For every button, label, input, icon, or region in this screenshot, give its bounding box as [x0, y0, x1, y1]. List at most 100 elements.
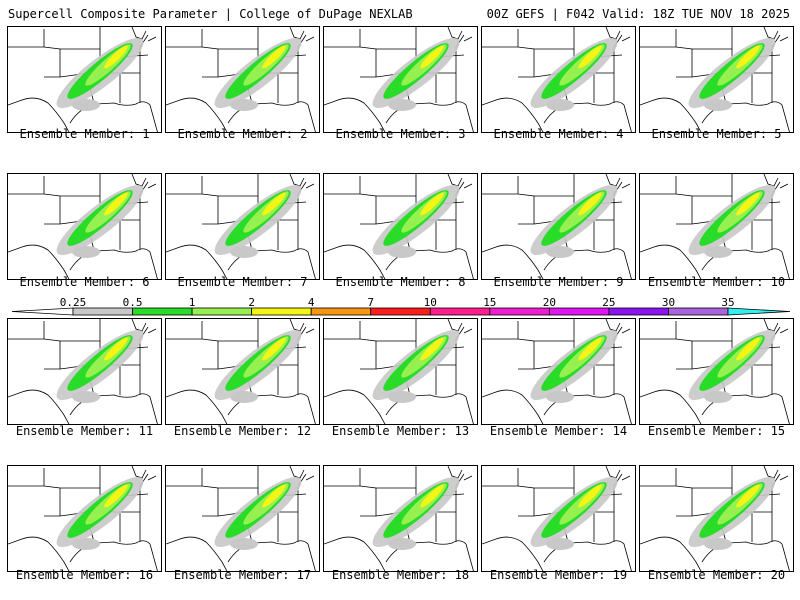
colorbar-swatch: [310, 307, 372, 316]
colorbar-tick-label: 1: [189, 296, 196, 309]
colorbar-tick-label: 0.25: [60, 296, 87, 309]
scp-field: [56, 37, 144, 111]
colorbar-tick-label: 10: [424, 296, 437, 309]
colorbar-swatch: [191, 307, 253, 316]
great-lakes: [289, 466, 315, 481]
member-label: Ensemble Member: 2: [177, 127, 308, 141]
colorbar-swatch: [429, 307, 491, 316]
member-label: Ensemble Member: 15: [647, 424, 786, 438]
member-map-panel: [481, 26, 636, 133]
scp-field: [372, 476, 460, 550]
colorbar-swatch: [132, 307, 193, 316]
member-label: Ensemble Member: 9: [493, 275, 624, 289]
member-label: Ensemble Member: 12: [173, 424, 312, 438]
colorbar-tick-label: 35: [721, 296, 734, 309]
colorbar-left-arrow: [11, 307, 74, 316]
member-label: Ensemble Member: 19: [489, 568, 628, 582]
scp-field: [214, 184, 302, 258]
scp-field: [372, 184, 460, 258]
member-label: Ensemble Member: 7: [177, 275, 308, 289]
great-lakes: [447, 27, 473, 42]
colorbar-swatch: [251, 307, 312, 316]
member-map-panel: [639, 26, 794, 133]
colorbar-swatch: [668, 307, 729, 316]
colorbar-swatch: [489, 307, 550, 316]
member-label: Ensemble Member: 13: [331, 424, 470, 438]
color-legend: 0.25 0.5 1 2 4 7 10 15 20 25 30 35: [11, 296, 791, 316]
colorbar-tick-label: 0.5: [123, 296, 143, 309]
colorbar-swatch: [370, 307, 431, 316]
header-title: Supercell Composite Parameter | College …: [8, 7, 413, 21]
great-lakes: [289, 174, 315, 189]
colorbar-swatch: [548, 307, 610, 316]
scp-field: [56, 476, 144, 550]
great-lakes: [131, 174, 157, 189]
member-map-panel: [481, 173, 636, 280]
great-lakes: [289, 27, 315, 42]
great-lakes: [605, 174, 631, 189]
scp-field: [214, 476, 302, 550]
colorbar-tick-label: 2: [248, 296, 255, 309]
great-lakes: [605, 466, 631, 481]
member-label: Ensemble Member: 11: [15, 424, 154, 438]
member-map-panel: [481, 465, 636, 572]
colorbar-right-arrow: [727, 307, 791, 316]
member-map-panel: [323, 26, 478, 133]
scp-field: [530, 329, 618, 403]
colorbar-tick-label: 15: [483, 296, 496, 309]
member-label: Ensemble Member: 5: [651, 127, 782, 141]
scp-field: [688, 37, 776, 111]
member-label: Ensemble Member: 6: [19, 275, 150, 289]
colorbar-swatch: [608, 307, 669, 316]
member-map-panel: [323, 173, 478, 280]
scp-field: [372, 329, 460, 403]
scp-field: [688, 184, 776, 258]
great-lakes: [289, 319, 315, 334]
member-map-panel: [7, 465, 162, 572]
member-map-panel: [481, 318, 636, 425]
member-map-panel: [165, 173, 320, 280]
colorbar-tick-label: 25: [602, 296, 615, 309]
scp-field: [56, 184, 144, 258]
great-lakes: [447, 466, 473, 481]
scp-field: [56, 329, 144, 403]
header-run-info: 00Z GEFS | F042 Valid: 18Z TUE NOV 18 20…: [486, 7, 790, 21]
member-map-panel: [7, 318, 162, 425]
great-lakes: [605, 319, 631, 334]
great-lakes: [763, 174, 789, 189]
member-label: Ensemble Member: 4: [493, 127, 624, 141]
great-lakes: [131, 319, 157, 334]
scp-field: [530, 37, 618, 111]
scp-field: [688, 476, 776, 550]
member-label: Ensemble Member: 20: [647, 568, 786, 582]
great-lakes: [605, 27, 631, 42]
great-lakes: [131, 466, 157, 481]
colorbar-tick-label: 7: [367, 296, 374, 309]
scp-field: [372, 37, 460, 111]
member-map-panel: [7, 26, 162, 133]
member-label: Ensemble Member: 1: [19, 127, 150, 141]
great-lakes: [447, 319, 473, 334]
colorbar-swatch: [72, 307, 133, 316]
member-map-panel: [165, 465, 320, 572]
scp-field: [688, 329, 776, 403]
scp-field: [214, 37, 302, 111]
member-map-panel: [639, 465, 794, 572]
scp-field: [530, 476, 618, 550]
member-map-panel: [639, 173, 794, 280]
member-map-panel: [639, 318, 794, 425]
member-label: Ensemble Member: 3: [335, 127, 466, 141]
scp-field: [214, 329, 302, 403]
member-label: Ensemble Member: 14: [489, 424, 628, 438]
member-label: Ensemble Member: 16: [15, 568, 154, 582]
colorbar-tick-label: 30: [662, 296, 675, 309]
great-lakes: [763, 466, 789, 481]
member-map-panel: [165, 318, 320, 425]
member-map-panel: [323, 318, 478, 425]
colorbar-tick-label: 4: [308, 296, 315, 309]
member-map-panel: [7, 173, 162, 280]
member-label: Ensemble Member: 18: [331, 568, 470, 582]
great-lakes: [763, 319, 789, 334]
great-lakes: [447, 174, 473, 189]
member-map-panel: [165, 26, 320, 133]
